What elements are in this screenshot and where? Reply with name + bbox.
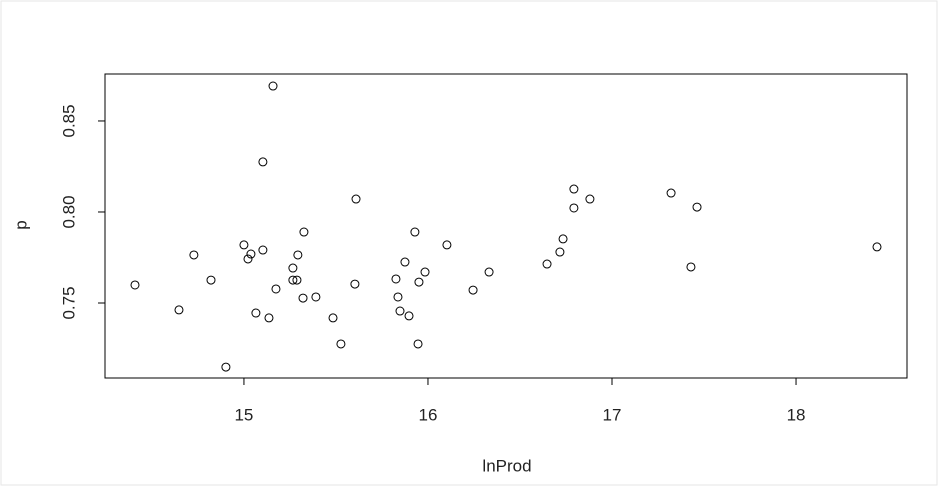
x-tick-label: 15 xyxy=(234,405,253,424)
point xyxy=(206,275,216,285)
point xyxy=(351,194,361,204)
point xyxy=(420,267,430,277)
point xyxy=(298,293,308,303)
point xyxy=(442,240,452,250)
point xyxy=(569,184,579,194)
point xyxy=(404,311,414,321)
y-tick-label: 0.85 xyxy=(59,104,78,137)
x-tick-label: 18 xyxy=(787,405,806,424)
point xyxy=(395,306,405,316)
point xyxy=(350,279,360,289)
y-tick-label: 0.75 xyxy=(59,286,78,319)
point xyxy=(328,313,338,323)
point xyxy=(872,242,882,252)
point xyxy=(311,292,321,302)
point xyxy=(293,250,303,260)
point xyxy=(468,285,478,295)
point xyxy=(299,227,309,237)
point xyxy=(251,308,261,318)
point xyxy=(692,202,702,212)
x-tick-label: 16 xyxy=(419,405,438,424)
point xyxy=(391,274,401,284)
point xyxy=(585,194,595,204)
point xyxy=(410,227,420,237)
point xyxy=(393,292,403,302)
point xyxy=(258,245,268,255)
point xyxy=(239,240,249,250)
point xyxy=(130,280,140,290)
point xyxy=(666,188,676,198)
point xyxy=(686,262,696,272)
point xyxy=(174,305,184,315)
point xyxy=(264,313,274,323)
point xyxy=(336,339,346,349)
point xyxy=(246,249,256,259)
point xyxy=(258,157,268,167)
point xyxy=(555,247,565,257)
point xyxy=(288,275,298,285)
point xyxy=(569,203,579,213)
point xyxy=(413,339,423,349)
point xyxy=(268,81,278,91)
plot-box xyxy=(104,73,908,379)
point xyxy=(292,275,302,285)
point xyxy=(221,362,231,372)
point xyxy=(288,263,298,273)
x-axis-label: lnProd xyxy=(482,456,531,475)
point xyxy=(558,234,568,244)
y-tick-label: 0.80 xyxy=(59,195,78,228)
y-axis-label: p xyxy=(11,220,30,229)
point xyxy=(271,284,281,294)
point xyxy=(414,277,424,287)
point xyxy=(400,257,410,267)
point xyxy=(243,254,253,264)
x-tick-label: 17 xyxy=(603,405,622,424)
point xyxy=(189,250,199,260)
point xyxy=(484,267,494,277)
point xyxy=(542,259,552,269)
